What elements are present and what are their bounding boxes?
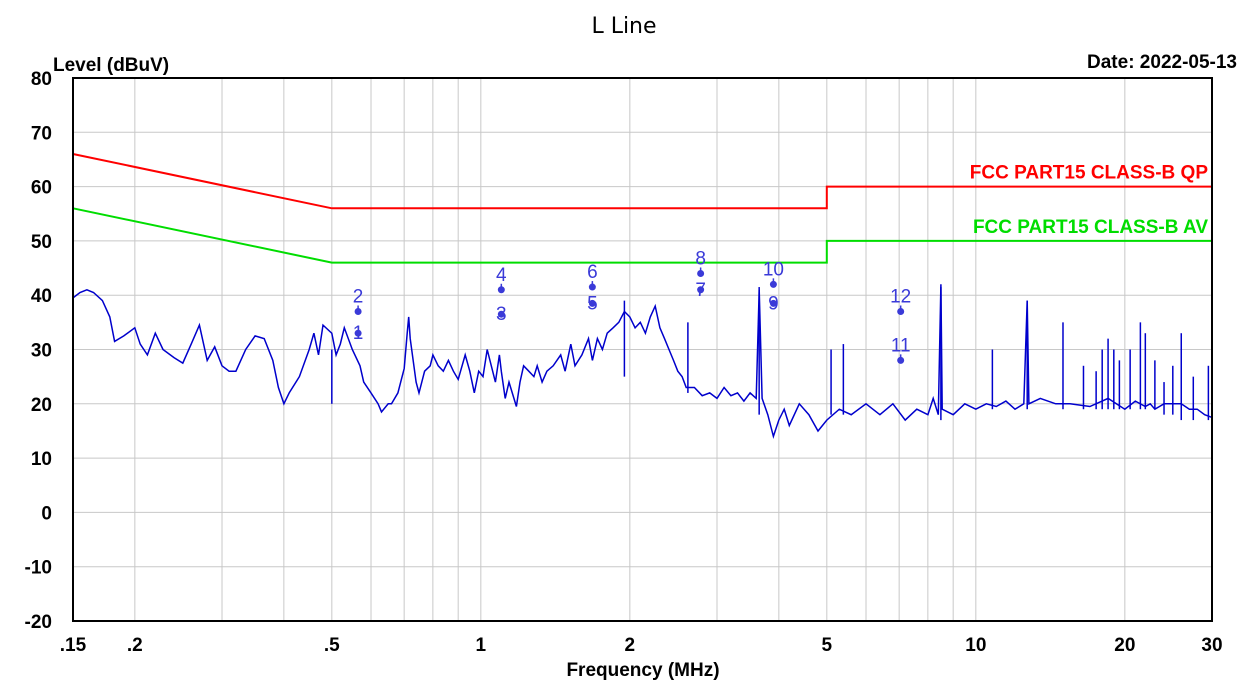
x-tick-label: 1 [476,635,487,656]
x-tick-label: .5 [324,635,340,656]
marker-label: 7 [695,280,706,301]
marker-label: 6 [587,262,598,283]
x-tick-label: .15 [60,635,87,656]
trace-line [72,284,1213,440]
x-tick-labels: .15 .2 .5 1 2 5 10 20 30 [60,635,1223,656]
chart-title: L Line [591,14,656,39]
y-tick-label: -10 [25,558,52,579]
grid-lines [72,77,1213,622]
y-axis-label: Level (dBuV) [53,55,169,76]
x-tick-label: 5 [822,635,833,656]
marker-label: 11 [891,335,911,356]
y-tick-label: 70 [31,123,52,144]
marker-label: 5 [587,293,598,314]
y-tick-label: 60 [31,178,52,199]
limit-line [72,153,1212,210]
marker-label: 3 [496,304,507,325]
limit-label: FCC PART15 CLASS-B AV [973,217,1208,238]
x-tick-label: 30 [1201,635,1222,656]
marker-dot [697,286,705,294]
y-tick-label: 20 [31,395,52,416]
marker-dot [354,329,362,337]
limit-line [72,207,1212,264]
y-tick-label: 80 [31,69,52,90]
marker-label: 2 [353,286,364,307]
y-tick-label: 0 [41,503,52,524]
y-tick-label: 30 [31,341,52,362]
marker-label: 1 [353,323,364,344]
marker-label: 12 [890,286,911,307]
marker-dot [497,310,505,318]
marker-dot [769,299,777,307]
y-tick-label: -20 [25,612,52,633]
date-label: Date: 2022-05-13 [1087,52,1237,73]
x-tick-label: .2 [127,635,143,656]
limit-label: FCC PART15 CLASS-B QP [970,163,1209,184]
plot-frame [72,77,1213,622]
y-tick-label: 10 [31,449,52,470]
x-tick-label: 2 [625,635,636,656]
x-tick-label: 20 [1114,635,1135,656]
limit-lines: FCC PART15 CLASS-B QP FCC PART15 CLASS-B … [72,153,1212,264]
y-tick-label: 50 [31,232,52,253]
x-tick-label: 10 [965,635,986,656]
y-tick-labels: 80 70 60 50 40 30 20 10 0 -10 -20 [25,69,52,633]
marker-label: 9 [768,293,779,314]
measurement-trace [72,284,1213,440]
marker-label: 4 [496,265,507,286]
marker-label: 8 [695,248,706,269]
y-tick-label: 40 [31,286,52,307]
marker-label: 10 [763,259,784,280]
x-axis-label: Frequency (MHz) [566,660,719,681]
marker-dot [588,299,596,307]
